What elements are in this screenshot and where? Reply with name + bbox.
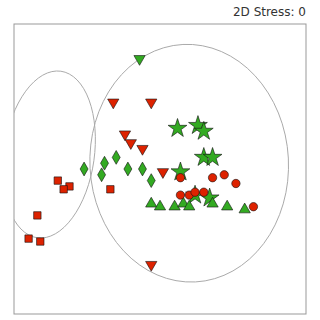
marks — [14, 39, 295, 287]
point — [34, 212, 41, 219]
point — [176, 191, 184, 199]
plot-area — [0, 24, 306, 314]
point — [207, 197, 218, 207]
point — [138, 162, 146, 176]
point — [184, 200, 195, 210]
point — [134, 56, 145, 66]
point — [239, 203, 250, 213]
point — [208, 174, 216, 182]
point — [220, 171, 228, 179]
point — [119, 131, 130, 141]
point — [200, 188, 208, 196]
series — [25, 177, 114, 245]
point — [222, 200, 233, 210]
point — [147, 174, 155, 188]
point — [146, 197, 157, 207]
series — [80, 150, 155, 187]
point — [232, 179, 240, 187]
point — [112, 150, 120, 164]
point — [124, 162, 132, 176]
point — [191, 188, 199, 196]
point — [80, 162, 88, 176]
series — [146, 197, 251, 213]
point — [137, 145, 148, 155]
plot-frame — [14, 24, 306, 314]
point — [168, 119, 187, 137]
point — [101, 156, 109, 170]
point — [125, 140, 136, 150]
point — [203, 148, 222, 166]
point — [60, 186, 67, 193]
point — [157, 169, 168, 179]
point — [146, 261, 157, 271]
title: 2D Stress: 0 — [233, 5, 306, 19]
point — [194, 121, 213, 139]
series — [134, 56, 145, 66]
point — [108, 99, 119, 109]
series — [168, 116, 222, 206]
ellipse — [14, 65, 106, 244]
point — [37, 238, 44, 245]
ellipse — [84, 39, 295, 287]
point — [107, 186, 114, 193]
point — [249, 203, 257, 211]
point — [25, 235, 32, 242]
point — [146, 99, 157, 109]
series — [108, 99, 169, 271]
point — [54, 177, 61, 184]
point — [154, 200, 165, 210]
chart: 2D Stress: 0 — [0, 0, 320, 320]
series — [176, 171, 257, 211]
point — [176, 174, 184, 182]
